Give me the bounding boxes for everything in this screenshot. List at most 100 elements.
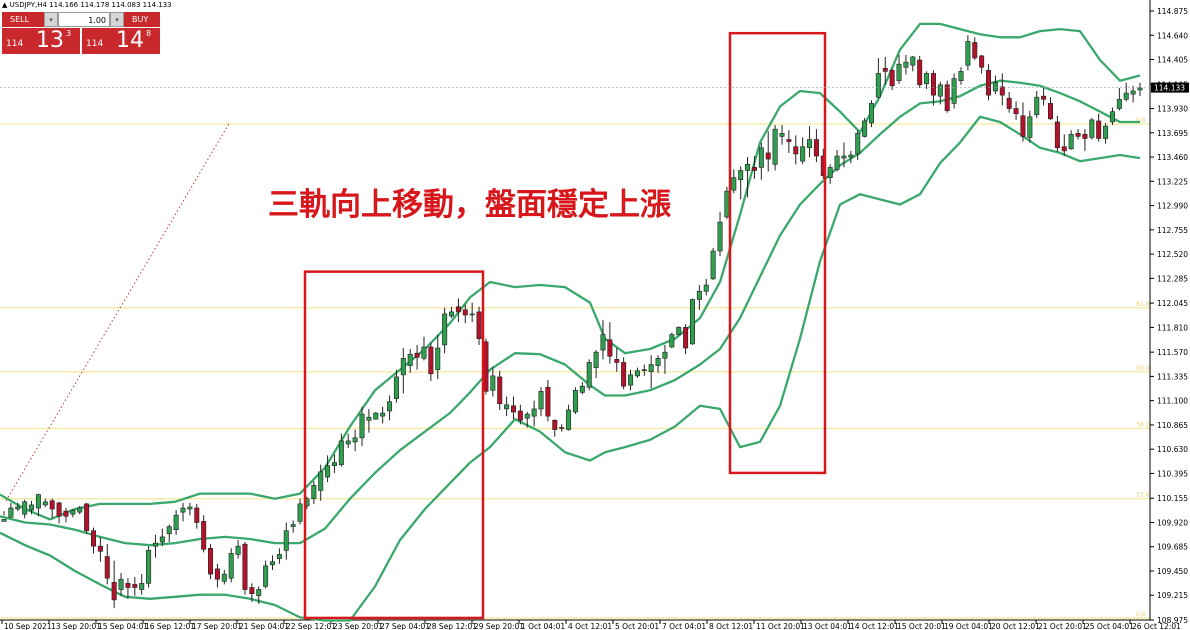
candle-body (868, 103, 874, 124)
candle (242, 542, 248, 595)
candle-body (517, 410, 523, 421)
candle (1041, 87, 1047, 106)
time-tick-label: 8 Oct 12:01 (709, 622, 753, 630)
candle (669, 332, 675, 349)
candle-body (889, 70, 895, 87)
candle (208, 544, 214, 580)
lot-decrease-button[interactable]: ▾ (44, 12, 58, 27)
candle (276, 548, 282, 564)
candle (683, 324, 689, 355)
candle (63, 508, 69, 523)
candle-body (1027, 116, 1033, 138)
candle (600, 320, 606, 360)
time-tick-label: 14 Oct 12:01 (850, 622, 899, 630)
candle-body (187, 506, 193, 510)
candle (290, 520, 296, 533)
candle (400, 348, 406, 394)
candle (84, 502, 90, 534)
candle (738, 166, 744, 200)
buy-button[interactable]: BUY (124, 12, 160, 27)
candle (855, 130, 861, 161)
candle-body (579, 385, 585, 393)
bid-price-box[interactable]: 114 13 3 (2, 28, 80, 54)
fibo-level-label: 38.2 (1136, 422, 1150, 429)
candle-body (731, 177, 737, 191)
lot-size-input[interactable]: 1.00 (58, 12, 110, 27)
candle (875, 57, 881, 99)
time-tick-label: 7 Oct 04:01 (662, 622, 706, 630)
candle (483, 338, 489, 395)
price-tick-label: 110.395 (1157, 469, 1188, 478)
time-tick-label: 26 Oct 12:01 (1132, 622, 1181, 630)
time-tick-label: 15 Sep 04:01 (98, 622, 148, 630)
lot-increase-button[interactable]: ▾ (110, 12, 124, 27)
candle (118, 573, 124, 596)
candle-body (827, 167, 833, 179)
price-tick-label: 112.285 (1157, 274, 1188, 283)
candle (827, 164, 833, 184)
candle-body (1006, 97, 1012, 109)
candle-body (49, 500, 55, 510)
candle-body (469, 313, 475, 316)
candle (889, 68, 895, 90)
candle-body (524, 413, 530, 419)
candle-body (1082, 134, 1088, 139)
candle-body (84, 503, 90, 532)
candle (731, 169, 737, 194)
candle (662, 344, 668, 374)
candle-body (476, 311, 482, 340)
price-tick-label: 113.460 (1157, 153, 1188, 162)
symbol-info: ▲ USDJPY,H4 114.166 114.178 114.083 114.… (2, 1, 172, 9)
candle (1123, 82, 1129, 102)
ask-price-box[interactable]: 114 14 8 (82, 28, 160, 54)
candle-body (930, 73, 936, 96)
candle-body (531, 408, 537, 417)
time-tick-label: 13 Sep 20:01 (51, 622, 101, 630)
candle-body (986, 70, 992, 96)
time-tick-label: 16 Sep 12:01 (145, 622, 195, 630)
candle-body (91, 530, 97, 547)
candle-body (724, 190, 730, 218)
candle-body (35, 494, 41, 509)
chart-menu-icon[interactable]: ▲ (2, 1, 8, 9)
candle-body (180, 507, 186, 513)
candle-body (442, 313, 448, 346)
candle-body (235, 545, 241, 555)
candle (201, 515, 207, 553)
price-tick-label: 111.810 (1157, 323, 1188, 332)
candle-body (593, 351, 599, 368)
candle (559, 424, 565, 432)
candle-body (125, 583, 131, 588)
candle (125, 578, 131, 599)
candle (1082, 129, 1088, 151)
candle (917, 55, 923, 88)
fibo-level-label: 0.0 (1136, 117, 1146, 124)
candle (490, 366, 496, 397)
candle (696, 285, 702, 310)
candle (187, 502, 193, 516)
candle-body (276, 554, 282, 559)
candle (593, 350, 599, 378)
candle (1054, 115, 1060, 152)
candle-body (600, 334, 606, 351)
candle-body (628, 374, 634, 386)
price-tick-label: 113.930 (1157, 105, 1188, 114)
candle-body (1047, 103, 1053, 120)
price-tick-label: 113.695 (1157, 129, 1188, 138)
candle (152, 534, 158, 558)
candle (352, 429, 358, 452)
candle-body (393, 376, 399, 399)
price-tick-label: 114.875 (1157, 7, 1188, 16)
candle-body (297, 503, 303, 522)
sell-button[interactable]: SELL (2, 12, 44, 27)
candle (1, 511, 7, 522)
candle-body (999, 86, 1005, 96)
time-tick-label: 4 Oct 12:01 (568, 622, 612, 630)
candle (510, 396, 516, 420)
candle (469, 302, 475, 323)
candle-body (270, 561, 276, 566)
candle (572, 387, 578, 415)
candle-body (1054, 121, 1060, 149)
candle-body (208, 547, 214, 575)
